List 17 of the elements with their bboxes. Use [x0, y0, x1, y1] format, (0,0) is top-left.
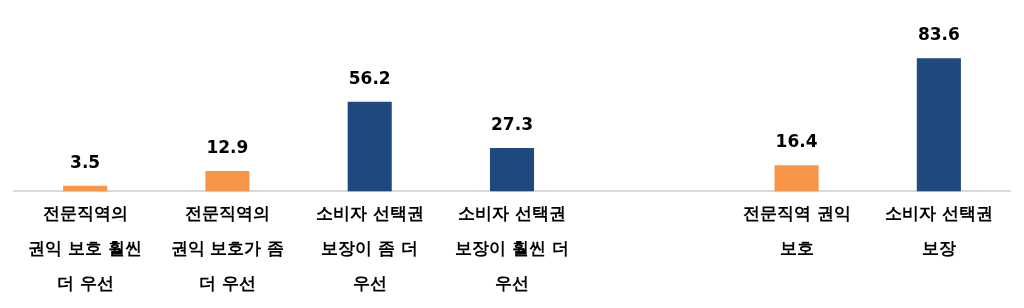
data-label: 3.5 [70, 151, 101, 172]
data-label: 12.9 [206, 136, 249, 157]
data-label: 83.6 [917, 24, 960, 45]
bar [347, 101, 392, 192]
data-label: 56.2 [348, 67, 391, 88]
bar [489, 147, 535, 192]
x-tick-label: 소비자 선택권 보장이 좀 더 우선 [315, 203, 424, 293]
bar [205, 170, 250, 192]
data-label: 16.4 [775, 131, 818, 152]
x-tick-label: 전문직역의 권익 보호 훨씬 더 우선 [28, 203, 143, 293]
x-tick-label: 전문직역 권익 보호 [742, 203, 851, 259]
x-tick-label: 소비자 선택권 보장 [884, 203, 993, 259]
data-label: 27.3 [491, 113, 533, 134]
bar [774, 165, 819, 192]
x-tick-label: 소비자 선택권 보장이 훨씬 더 우선 [455, 203, 569, 293]
x-tick-label: 전문직역의 권익 보호가 좀 더 우선 [170, 203, 285, 293]
bar [916, 58, 961, 192]
